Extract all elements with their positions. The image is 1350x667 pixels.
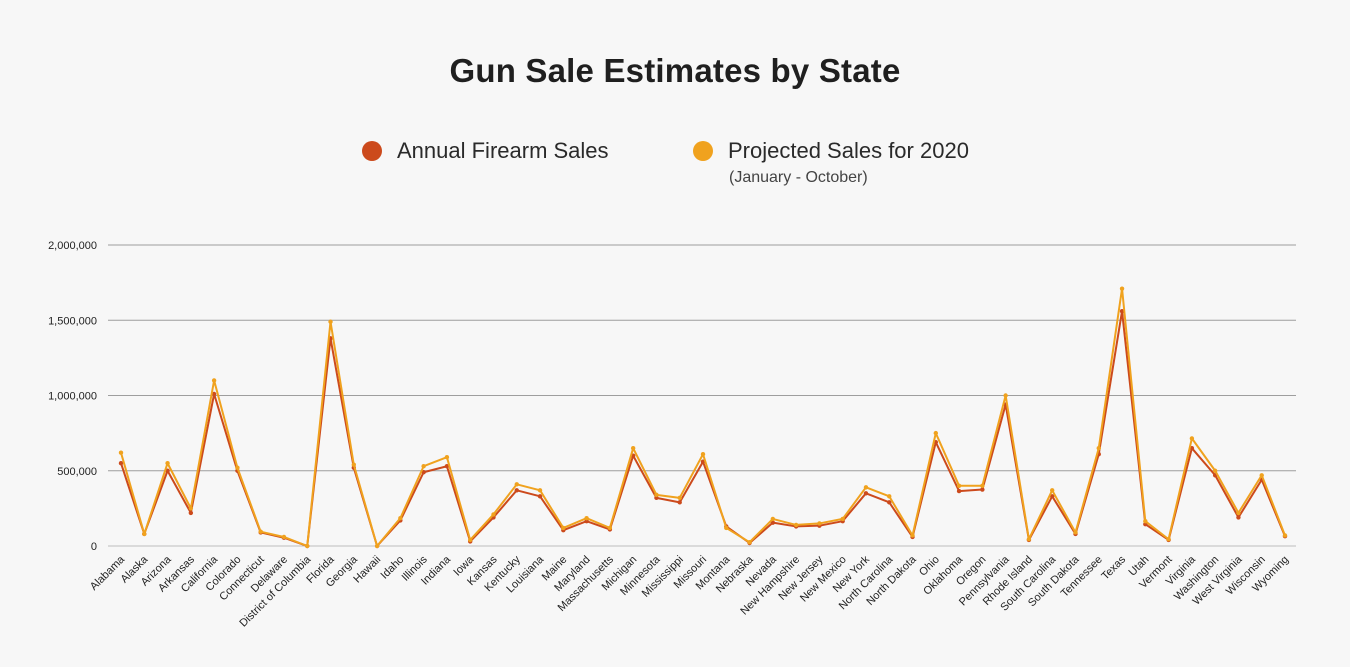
data-point bbox=[770, 520, 776, 525]
data-point bbox=[165, 461, 170, 466]
legend-dot-projected bbox=[693, 141, 713, 161]
data-point bbox=[514, 488, 519, 493]
data-point bbox=[118, 461, 124, 466]
data-point bbox=[211, 378, 217, 383]
y-tick-label: 500,000 bbox=[57, 466, 97, 478]
data-point bbox=[1050, 494, 1055, 499]
data-point bbox=[887, 500, 892, 505]
data-point bbox=[258, 529, 263, 534]
data-point bbox=[561, 525, 566, 531]
data-point bbox=[444, 455, 450, 460]
legend-label-projected: Projected Sales for 2020 bbox=[728, 138, 969, 163]
data-point bbox=[1119, 286, 1125, 291]
data-point bbox=[328, 319, 333, 324]
data-point bbox=[514, 482, 519, 487]
data-point bbox=[980, 483, 985, 488]
data-point bbox=[654, 495, 659, 501]
y-tick-label: 2,000,000 bbox=[48, 240, 97, 252]
data-point bbox=[351, 462, 356, 467]
data-point bbox=[840, 516, 845, 522]
data-point bbox=[724, 525, 729, 531]
data-point bbox=[956, 483, 962, 488]
data-point bbox=[1050, 488, 1055, 493]
data-point bbox=[980, 487, 985, 492]
data-point bbox=[1212, 468, 1218, 473]
chart-series bbox=[118, 286, 1288, 549]
chart-title: Gun Sale Estimates by State bbox=[449, 52, 901, 89]
data-point bbox=[537, 488, 543, 493]
data-point bbox=[677, 500, 682, 505]
y-axis-ticks: 0 500,000 1,000,000 1,500,000 2,000,000 bbox=[48, 240, 97, 553]
data-point bbox=[956, 488, 962, 494]
data-point bbox=[468, 537, 473, 543]
legend-item-projected: Projected Sales for 2020 bbox=[693, 138, 969, 164]
y-tick-label: 1,000,000 bbox=[48, 391, 97, 403]
data-point bbox=[1143, 518, 1148, 524]
data-point bbox=[305, 543, 310, 549]
data-point bbox=[118, 450, 124, 455]
data-point bbox=[1073, 530, 1078, 535]
series-line bbox=[120, 310, 1286, 547]
data-point bbox=[1236, 510, 1241, 516]
data-point bbox=[793, 522, 799, 528]
y-tick-label: 0 bbox=[91, 541, 97, 553]
data-point bbox=[700, 451, 706, 457]
legend-label-annual: Annual Firearm Sales bbox=[397, 138, 609, 163]
data-point bbox=[1189, 436, 1195, 441]
data-point bbox=[933, 430, 938, 436]
data-point bbox=[421, 464, 426, 469]
data-point bbox=[374, 543, 380, 549]
data-point bbox=[1026, 537, 1032, 542]
legend-item-annual: Annual Firearm Sales bbox=[362, 138, 609, 164]
data-point bbox=[1119, 309, 1125, 314]
data-point bbox=[398, 515, 403, 521]
data-point bbox=[1236, 515, 1241, 520]
chart-grid bbox=[108, 244, 1296, 547]
data-point bbox=[863, 491, 869, 496]
series-line bbox=[120, 287, 1286, 547]
data-point bbox=[1003, 393, 1008, 398]
data-point bbox=[584, 515, 589, 521]
x-axis-ticks: AlabamaAlaskaArizonaArkansasCaliforniaCo… bbox=[88, 553, 1291, 630]
data-point bbox=[584, 518, 589, 524]
data-point bbox=[188, 506, 194, 511]
data-point bbox=[677, 495, 682, 501]
data-point bbox=[630, 445, 636, 451]
data-point bbox=[281, 534, 287, 540]
legend-dot-annual bbox=[362, 141, 382, 161]
data-point bbox=[747, 540, 752, 545]
data-point bbox=[537, 494, 543, 499]
data-point bbox=[1096, 445, 1101, 451]
data-point bbox=[887, 494, 892, 499]
data-point bbox=[910, 533, 915, 538]
data-point bbox=[235, 465, 240, 470]
data-point bbox=[607, 525, 613, 531]
data-point bbox=[863, 485, 869, 490]
x-tick-label: Texas bbox=[1099, 553, 1128, 582]
data-point bbox=[188, 510, 194, 516]
data-point bbox=[491, 512, 496, 517]
data-point bbox=[142, 531, 147, 537]
data-point bbox=[770, 516, 776, 522]
data-point bbox=[444, 464, 450, 469]
legend-subtitle-projected: (January - October) bbox=[729, 169, 868, 186]
data-point bbox=[421, 470, 426, 475]
data-point bbox=[1259, 473, 1264, 478]
y-tick-label: 1,500,000 bbox=[48, 315, 97, 327]
data-point bbox=[817, 521, 822, 526]
data-point bbox=[1166, 537, 1171, 542]
data-point bbox=[1282, 533, 1288, 538]
data-point bbox=[654, 492, 659, 498]
data-point bbox=[211, 391, 217, 397]
